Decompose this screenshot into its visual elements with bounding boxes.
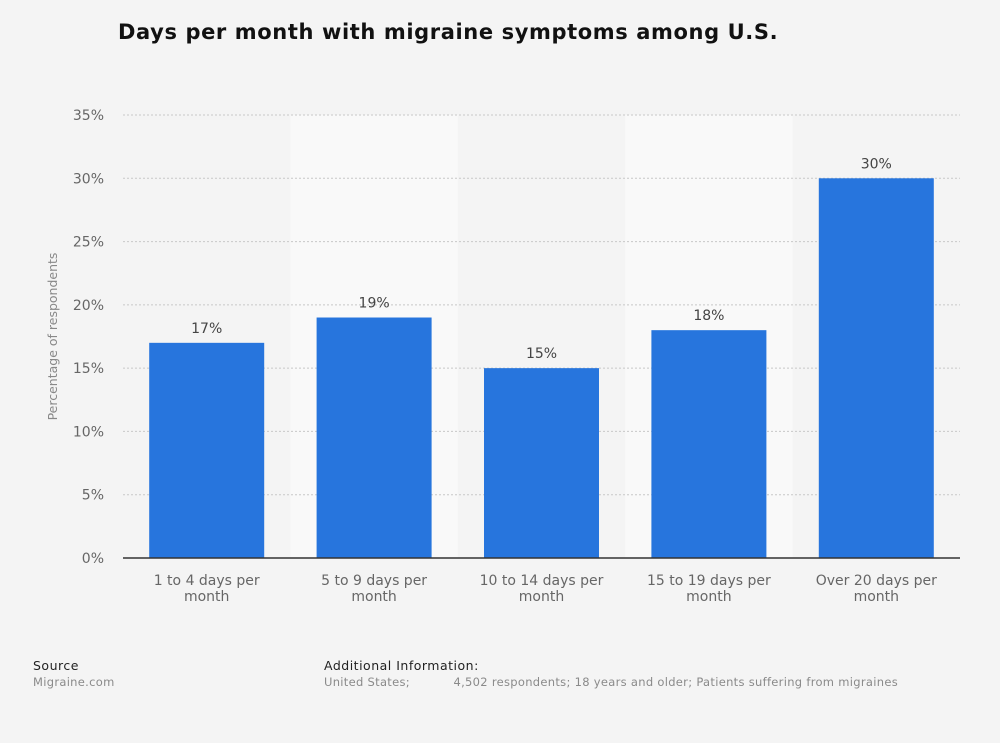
bar xyxy=(818,178,934,559)
chart-title: Days per month with migraine symptoms am… xyxy=(118,20,779,44)
source-label: Source xyxy=(33,658,79,673)
data-label: 19% xyxy=(359,296,390,312)
additional-info-value: United States; 4,502 respondents; 18 yea… xyxy=(324,675,898,689)
bar xyxy=(316,317,432,558)
y-tick-label: 30% xyxy=(73,171,104,187)
x-tick-label: month xyxy=(351,589,396,605)
y-tick-label: 35% xyxy=(73,108,104,124)
y-tick-label: 15% xyxy=(73,361,104,377)
data-label: 30% xyxy=(861,156,892,172)
x-tick-label: month xyxy=(519,589,564,605)
x-tick-label: 1 to 4 days per xyxy=(154,573,260,589)
data-label: 17% xyxy=(191,321,222,337)
x-tick-label: 15 to 19 days per xyxy=(647,573,771,589)
bar xyxy=(149,342,265,558)
y-tick-label: 25% xyxy=(73,235,104,251)
x-tick-label: Over 20 days per xyxy=(816,573,937,589)
x-tick-label: month xyxy=(184,589,229,605)
y-tick-label: 20% xyxy=(73,298,104,314)
x-tick-label: month xyxy=(854,589,899,605)
additional-info-label: Additional Information: xyxy=(324,658,479,673)
y-axis-title: Percentage of respondents xyxy=(45,253,60,421)
y-tick-label: 10% xyxy=(73,424,104,440)
y-tick-label: 0% xyxy=(82,551,104,567)
data-label: 15% xyxy=(526,346,557,362)
bar xyxy=(484,368,599,558)
x-tick-label: 10 to 14 days per xyxy=(480,573,604,589)
bar xyxy=(651,330,767,558)
y-tick-label: 5% xyxy=(82,488,104,504)
x-tick-label: month xyxy=(686,589,731,605)
source-value[interactable]: Migraine.com xyxy=(33,675,115,689)
x-tick-label: 5 to 9 days per xyxy=(321,573,427,589)
data-label: 18% xyxy=(693,308,724,324)
